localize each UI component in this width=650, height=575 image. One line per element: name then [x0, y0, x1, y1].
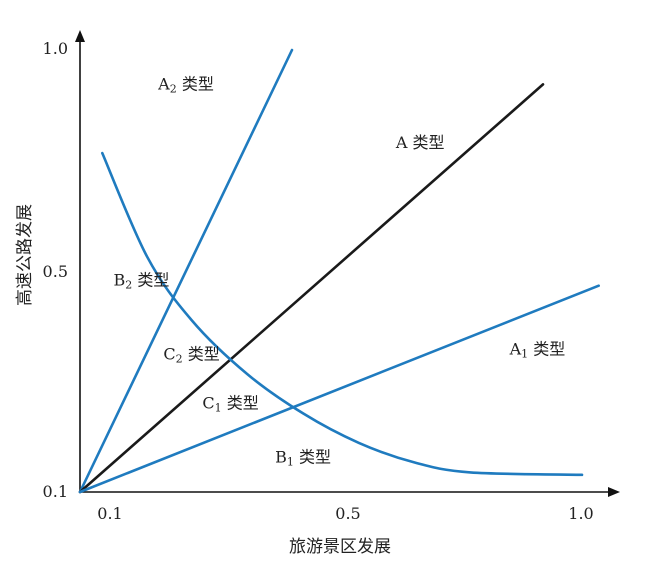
region-label-c2: C2 类型 [163, 344, 219, 365]
y-axis-arrow [75, 30, 85, 42]
y-tick-0: 0.1 [43, 482, 68, 501]
x-axis-arrow [608, 487, 620, 497]
y-tick-2: 1.0 [43, 39, 68, 58]
x-tick-0: 0.1 [97, 504, 122, 523]
series-line-curve [101, 151, 584, 477]
x-tick-1: 0.5 [335, 504, 360, 523]
series-line-a1 [78, 284, 600, 494]
region-label-a2: A2 类型 [157, 74, 214, 95]
x-tick-2: 1.0 [568, 504, 593, 523]
y-axis-title: 高速公路发展 [15, 204, 35, 306]
region-label-c1: C1 类型 [202, 394, 258, 415]
series-layer [78, 48, 600, 494]
x-axis-title: 旅游景区发展 [289, 537, 391, 557]
region-label-b2: B2 类型 [113, 271, 169, 292]
region-label-a: A 类型 [395, 133, 445, 152]
series-line-a [78, 83, 545, 494]
region-labels: A2 类型 A 类型 A1 类型 B2 类型 C2 类型 C1 类型 B1 类型 [113, 74, 565, 468]
region-label-a1: A1 类型 [509, 340, 566, 361]
y-tick-1: 0.5 [43, 262, 68, 281]
region-label-b1: B1 类型 [275, 448, 331, 469]
series-line-a2 [78, 48, 294, 494]
